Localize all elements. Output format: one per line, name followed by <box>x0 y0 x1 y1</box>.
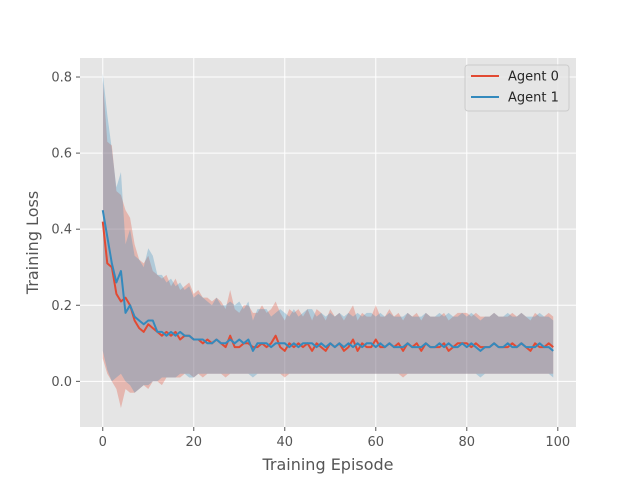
x-tick-label: 80 <box>459 435 476 450</box>
legend-label: Agent 0 <box>508 70 559 85</box>
y-tick-label: 0.4 <box>51 223 72 238</box>
confidence-band-agent-0 <box>102 80 554 408</box>
y-axis-label: Training Loss <box>23 191 42 295</box>
x-tick-label: 60 <box>368 435 385 450</box>
y-tick-label: 0.6 <box>51 147 72 162</box>
confidence-bands <box>102 73 554 408</box>
legend-label: Agent 1 <box>508 91 559 106</box>
plot-background <box>80 58 576 427</box>
series-lines <box>101 209 554 352</box>
x-tick-label: 100 <box>545 435 570 450</box>
x-tick-label: 20 <box>185 435 202 450</box>
y-tick-label: 0.8 <box>51 71 72 86</box>
x-tick-label: 40 <box>276 435 293 450</box>
legend: Agent 0 Agent 1 <box>464 64 570 112</box>
y-tick-label: 0.2 <box>51 299 72 314</box>
series-line-agent-0 <box>101 221 554 352</box>
series-line-agent-1 <box>101 209 554 352</box>
x-tick-label: 0 <box>99 435 107 450</box>
y-tick-label: 0.0 <box>51 375 72 390</box>
x-axis-label: Training Episode <box>261 455 393 474</box>
axis-ticks: 0 20 40 60 80 100 0.0 0.2 0.4 0.6 0.8 <box>51 71 570 450</box>
confidence-band-agent-1 <box>102 73 554 393</box>
